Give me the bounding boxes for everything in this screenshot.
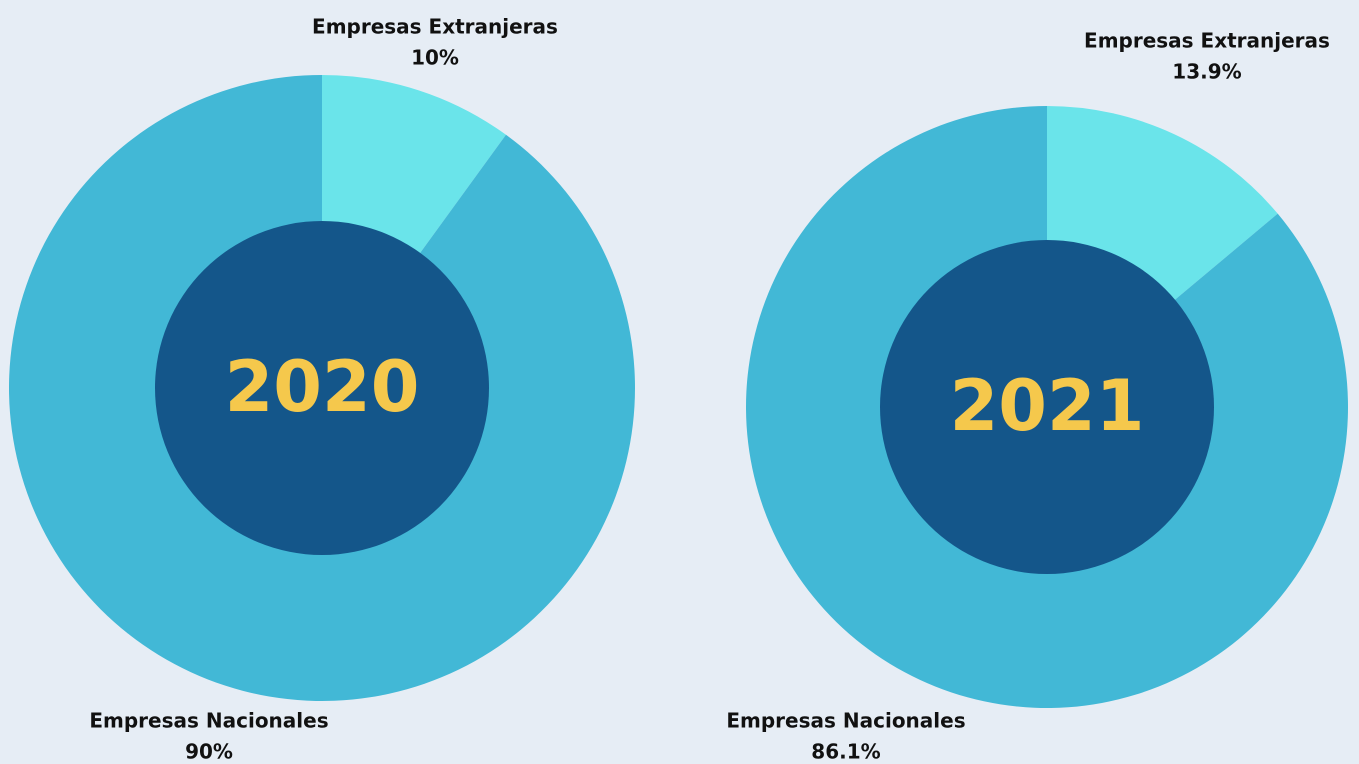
slice-label: Empresas Nacionales: [89, 709, 328, 733]
slice-value-label: 13.9%: [1172, 60, 1241, 84]
slice-label: Empresas Extranjeras: [1084, 29, 1330, 53]
slice-value-label: 86.1%: [811, 740, 880, 764]
donut-center: [880, 240, 1214, 574]
slice-label: Empresas Nacionales: [726, 709, 965, 733]
donut-center: [155, 221, 489, 555]
slice-value-label: 10%: [411, 46, 459, 70]
chart-title: 2020: [225, 346, 420, 428]
slice-label: Empresas Extranjeras: [312, 15, 558, 39]
slice-value-label: 90%: [185, 740, 233, 764]
chart-title: 2021: [950, 365, 1145, 447]
